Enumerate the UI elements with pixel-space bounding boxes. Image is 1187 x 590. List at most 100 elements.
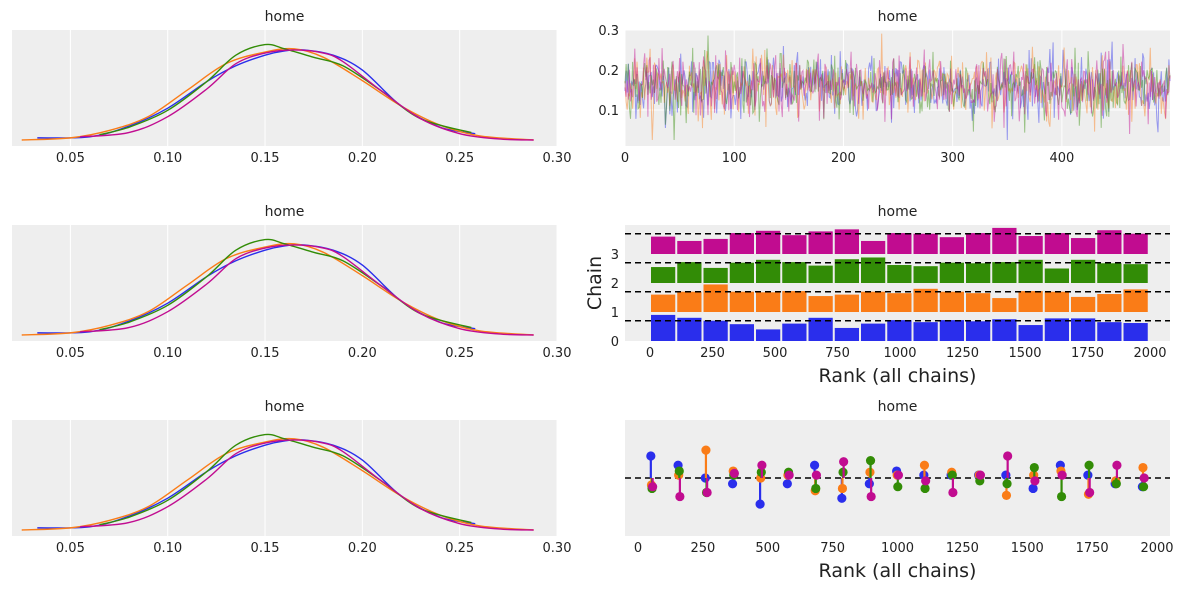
rank-bar xyxy=(808,317,833,341)
rank-bar xyxy=(1044,233,1069,254)
rank-point xyxy=(729,468,739,478)
rank-point xyxy=(675,491,685,502)
rank-bar xyxy=(677,240,702,254)
rank-bar xyxy=(1123,233,1148,254)
rank-bar xyxy=(651,314,676,341)
x-tick-label: 0 xyxy=(621,151,629,166)
x-axis-label: Rank (all chains) xyxy=(819,365,977,387)
rank-bar xyxy=(756,259,781,283)
rank-bar xyxy=(1018,291,1043,312)
rank-point xyxy=(1030,476,1040,486)
rank-bar xyxy=(939,320,964,341)
trace-plot-area xyxy=(625,30,1170,146)
rank-bar xyxy=(808,265,833,283)
rank-bar xyxy=(992,262,1017,283)
x-tick-label: 0.10 xyxy=(153,346,182,361)
y-tick-label: 0 xyxy=(611,335,619,350)
rank-point xyxy=(811,483,821,494)
panel-title: home xyxy=(265,9,305,25)
rank-bar xyxy=(939,262,964,283)
rank-point xyxy=(1029,462,1039,473)
rank-bar xyxy=(1044,318,1069,341)
kde_1-plot-area xyxy=(12,30,557,146)
x-tick-label: 1500 xyxy=(1008,346,1041,361)
y-tick-label: 3 xyxy=(611,248,619,263)
x-tick-label: 200 xyxy=(831,151,856,166)
rank-bar xyxy=(834,294,859,312)
rank-point xyxy=(782,479,792,489)
x-tick-label: 0.20 xyxy=(348,151,377,166)
rank-bar xyxy=(834,259,859,283)
rank-point xyxy=(755,499,765,509)
rank-point xyxy=(784,470,794,480)
rank-point xyxy=(948,487,958,498)
rank-bar xyxy=(1097,294,1122,312)
rank-bar xyxy=(966,321,991,341)
rank-bar xyxy=(1097,230,1122,254)
rank-bar xyxy=(756,230,781,254)
rank_vlines-panel: 0 250 500 750 1000 1250 1500 1750 2000 home Rank (… xyxy=(625,399,1174,582)
rank-point xyxy=(837,493,847,503)
rank-bar xyxy=(1123,289,1148,312)
rank-bar xyxy=(887,265,912,283)
rank-point xyxy=(1085,487,1095,498)
x-tick-label: 0.05 xyxy=(56,346,85,361)
kde_2-plot-area xyxy=(12,225,557,341)
kde_3-plot-area xyxy=(12,420,557,536)
x-tick-label: 2000 xyxy=(1140,541,1173,556)
rank-point xyxy=(702,487,712,498)
x-tick-label: 0 xyxy=(646,346,654,361)
rank-bar xyxy=(1018,259,1043,283)
rank-bar xyxy=(1071,238,1096,254)
rank-bar xyxy=(861,240,886,254)
rank-point xyxy=(1139,473,1149,483)
panel-title: home xyxy=(878,204,918,220)
rank-bar xyxy=(992,227,1017,254)
rank-point xyxy=(837,483,848,494)
rank-point xyxy=(920,483,930,494)
rank-bar xyxy=(808,296,833,312)
rank-point xyxy=(919,460,930,470)
rank-bar xyxy=(729,262,754,283)
rank-point xyxy=(757,460,767,470)
rank-bar xyxy=(651,267,676,283)
rank-bar xyxy=(1123,323,1148,341)
y-tick-label: 0.3 xyxy=(598,24,619,39)
x-tick-label: 0.15 xyxy=(251,541,280,556)
rank-bar xyxy=(966,263,991,283)
rank-bar xyxy=(808,231,833,254)
rank-bar xyxy=(1071,296,1096,312)
rank-point xyxy=(1112,460,1122,470)
x-tick-label: 0.30 xyxy=(543,541,572,556)
trace-line xyxy=(624,41,1171,141)
panel-title: home xyxy=(265,399,305,415)
y-tick-label: 0.1 xyxy=(598,104,619,119)
rank-bar xyxy=(1044,268,1069,283)
x-tick-label: 250 xyxy=(690,541,715,556)
rank-bar xyxy=(992,298,1017,312)
rank-bar xyxy=(1071,318,1096,341)
rank-point xyxy=(947,470,957,480)
rank-bar xyxy=(703,284,728,312)
rank-bar xyxy=(782,262,807,283)
x-tick-label: 0.20 xyxy=(348,346,377,361)
x-axis-label: Rank (all chains) xyxy=(819,560,977,582)
y-axis-label: Chain xyxy=(584,256,606,310)
rank-point xyxy=(646,451,656,461)
x-tick-label: 0.25 xyxy=(445,346,474,361)
rank-bar xyxy=(729,324,754,341)
trace-line xyxy=(624,33,1171,141)
rank-bar xyxy=(913,233,938,254)
x-tick-label: 0.25 xyxy=(445,151,474,166)
panel-title: home xyxy=(878,9,918,25)
rank-bar xyxy=(966,293,991,312)
x-tick-label: 1250 xyxy=(946,541,979,556)
rank-bar xyxy=(756,329,781,341)
x-tick-label: 750 xyxy=(820,541,845,556)
x-tick-label: 0.15 xyxy=(251,346,280,361)
rank-bar xyxy=(729,291,754,312)
rank-bar xyxy=(677,291,702,312)
rank-bar xyxy=(703,320,728,341)
rank-point xyxy=(674,466,684,476)
rank-point xyxy=(1056,491,1067,502)
